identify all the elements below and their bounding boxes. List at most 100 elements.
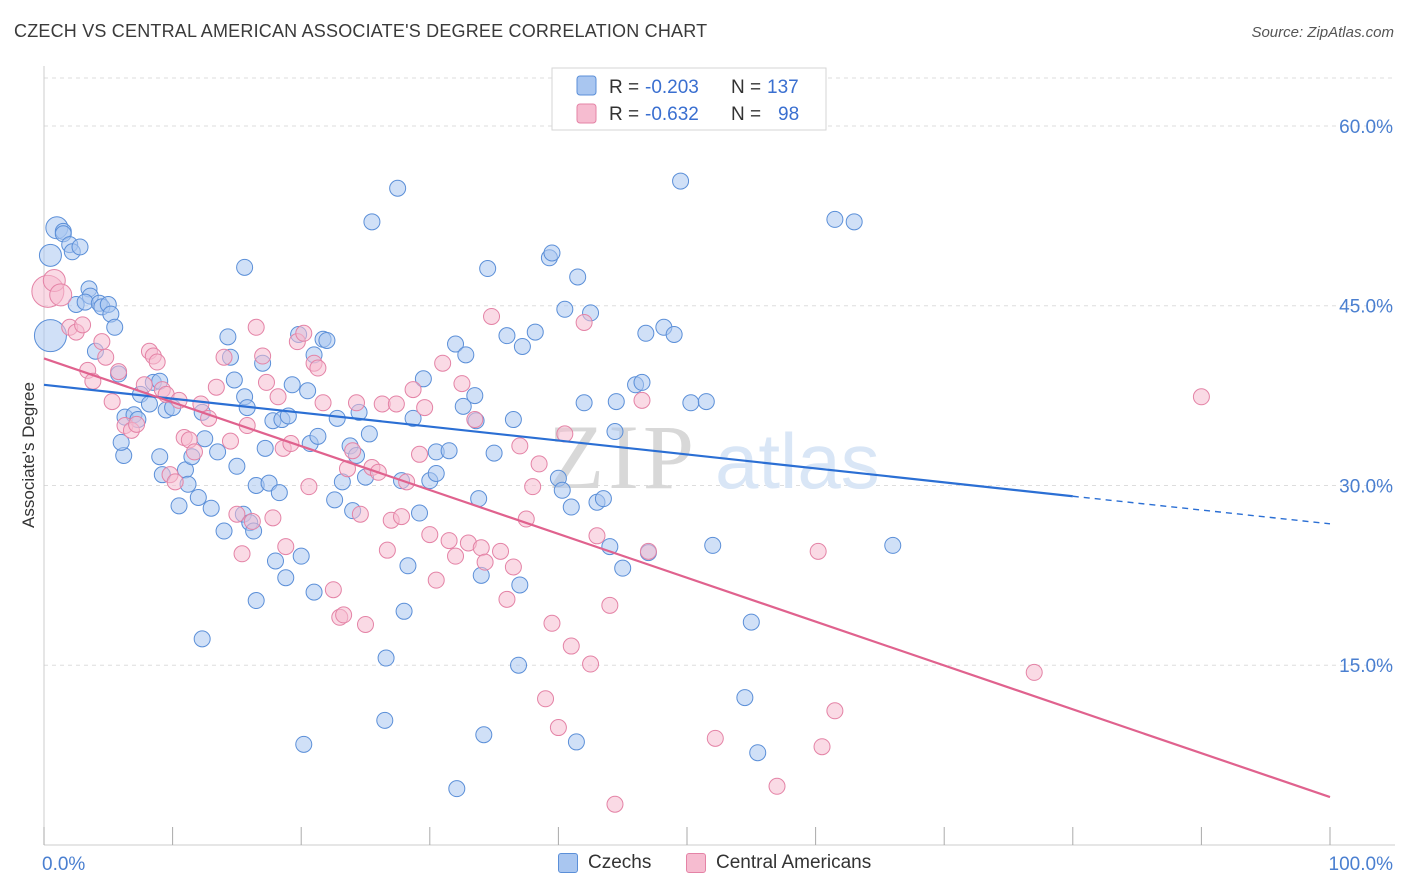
central-american-point <box>588 527 606 545</box>
czech-point <box>377 649 395 667</box>
central-american-point <box>543 614 561 632</box>
czech-point <box>189 488 207 506</box>
czech-point <box>295 735 313 753</box>
central-american-point <box>562 637 580 655</box>
czech-point <box>504 411 522 429</box>
central-american-point <box>492 542 510 560</box>
czech-point <box>485 444 503 462</box>
x-tick-labels: 0.0% 100.0% <box>42 854 1393 875</box>
czech-point <box>614 559 632 577</box>
watermark-zip: ZIP <box>548 406 698 508</box>
central-american-point <box>466 411 484 429</box>
czech-point <box>637 324 655 342</box>
central-american-point <box>601 596 619 614</box>
central-american-point <box>404 381 422 399</box>
legend-central-americans-n-label: N = <box>731 104 761 125</box>
legend-central-americans-r-label: R = <box>609 104 639 125</box>
czech-point <box>513 337 531 355</box>
czech-point <box>225 371 243 389</box>
czech-point <box>607 393 625 411</box>
central-american-point <box>373 395 391 413</box>
central-americans-trend-line <box>43 357 1331 799</box>
central-american-point <box>221 432 239 450</box>
czech-point <box>742 613 760 631</box>
central-american-point <box>416 399 434 417</box>
czech-point <box>363 213 381 231</box>
czech-point <box>562 498 580 516</box>
central-american-point <box>537 690 555 708</box>
czech-point <box>466 387 484 405</box>
x-tick-label: 100.0% <box>1329 854 1394 875</box>
czech-point <box>326 491 344 509</box>
central-american-point <box>300 478 318 496</box>
czech-point <box>170 497 188 515</box>
central-american-point <box>185 443 203 461</box>
czech-point <box>309 427 327 445</box>
central-american-point <box>324 581 342 599</box>
czech-point <box>749 744 767 762</box>
bottom-legend-czechs: Czechs <box>558 852 651 874</box>
czech-point <box>395 602 413 620</box>
czech-point <box>665 325 683 343</box>
central-american-point <box>826 702 844 720</box>
central-american-point <box>813 738 831 756</box>
czech-point <box>151 448 169 466</box>
central-american-point <box>582 655 600 673</box>
central-american-point <box>93 333 111 351</box>
central-american-point <box>1192 388 1210 406</box>
czech-point <box>427 464 445 482</box>
czechs-label: Czechs <box>588 852 652 873</box>
y-tick-labels: 60.0% 45.0% 30.0% 15.0% <box>1339 117 1393 677</box>
czech-point <box>884 536 902 554</box>
czech-point <box>38 243 62 267</box>
central-american-point <box>411 445 429 463</box>
czech-point <box>569 268 587 286</box>
central-american-point <box>1025 663 1043 681</box>
czech-point <box>266 552 284 570</box>
central-american-point <box>472 539 490 557</box>
czech-point <box>672 172 690 190</box>
central-american-point <box>498 590 516 608</box>
czech-point <box>236 258 254 276</box>
legend-czechs-swatch <box>576 75 597 96</box>
czechs-trend-line <box>43 383 1073 498</box>
central-american-point <box>269 388 287 406</box>
czech-point <box>479 260 497 278</box>
czech-point <box>399 557 417 575</box>
czech-point <box>404 409 422 427</box>
central-american-point <box>633 391 651 409</box>
central-american-point <box>110 363 128 381</box>
czech-point <box>510 656 528 674</box>
central-american-point <box>476 553 494 571</box>
czech-point <box>328 409 346 427</box>
chart-title: CZECH VS CENTRAL AMERICAN ASSOCIATE'S DE… <box>14 21 708 41</box>
chart-source: Source: ZipAtlas.com <box>1251 24 1394 41</box>
czech-point <box>71 238 89 256</box>
central-american-point <box>549 719 567 737</box>
czech-point <box>697 393 715 411</box>
czech-point <box>556 300 574 318</box>
czech-point <box>682 394 700 412</box>
czech-point <box>247 592 265 610</box>
central-american-point <box>387 395 405 413</box>
czech-point <box>704 536 722 554</box>
czech-point <box>376 711 394 729</box>
czech-point <box>475 726 493 744</box>
legend-czechs-n-label: N = <box>731 77 761 98</box>
czech-point <box>106 318 124 336</box>
czech-point <box>219 328 237 346</box>
y-tick-label: 60.0% <box>1339 117 1393 138</box>
central-american-point <box>314 394 332 412</box>
czechs-trend-extension <box>1072 495 1331 525</box>
central-american-point <box>575 313 593 331</box>
legend-czechs-r-label: R = <box>609 77 639 98</box>
czech-point <box>736 689 754 707</box>
czech-point <box>606 423 624 441</box>
czech-point <box>389 179 407 197</box>
central-american-point <box>257 373 275 391</box>
czech-point <box>112 433 130 451</box>
central-american-point <box>49 283 73 307</box>
grid-lines <box>44 77 1395 666</box>
central-american-point <box>706 729 724 747</box>
